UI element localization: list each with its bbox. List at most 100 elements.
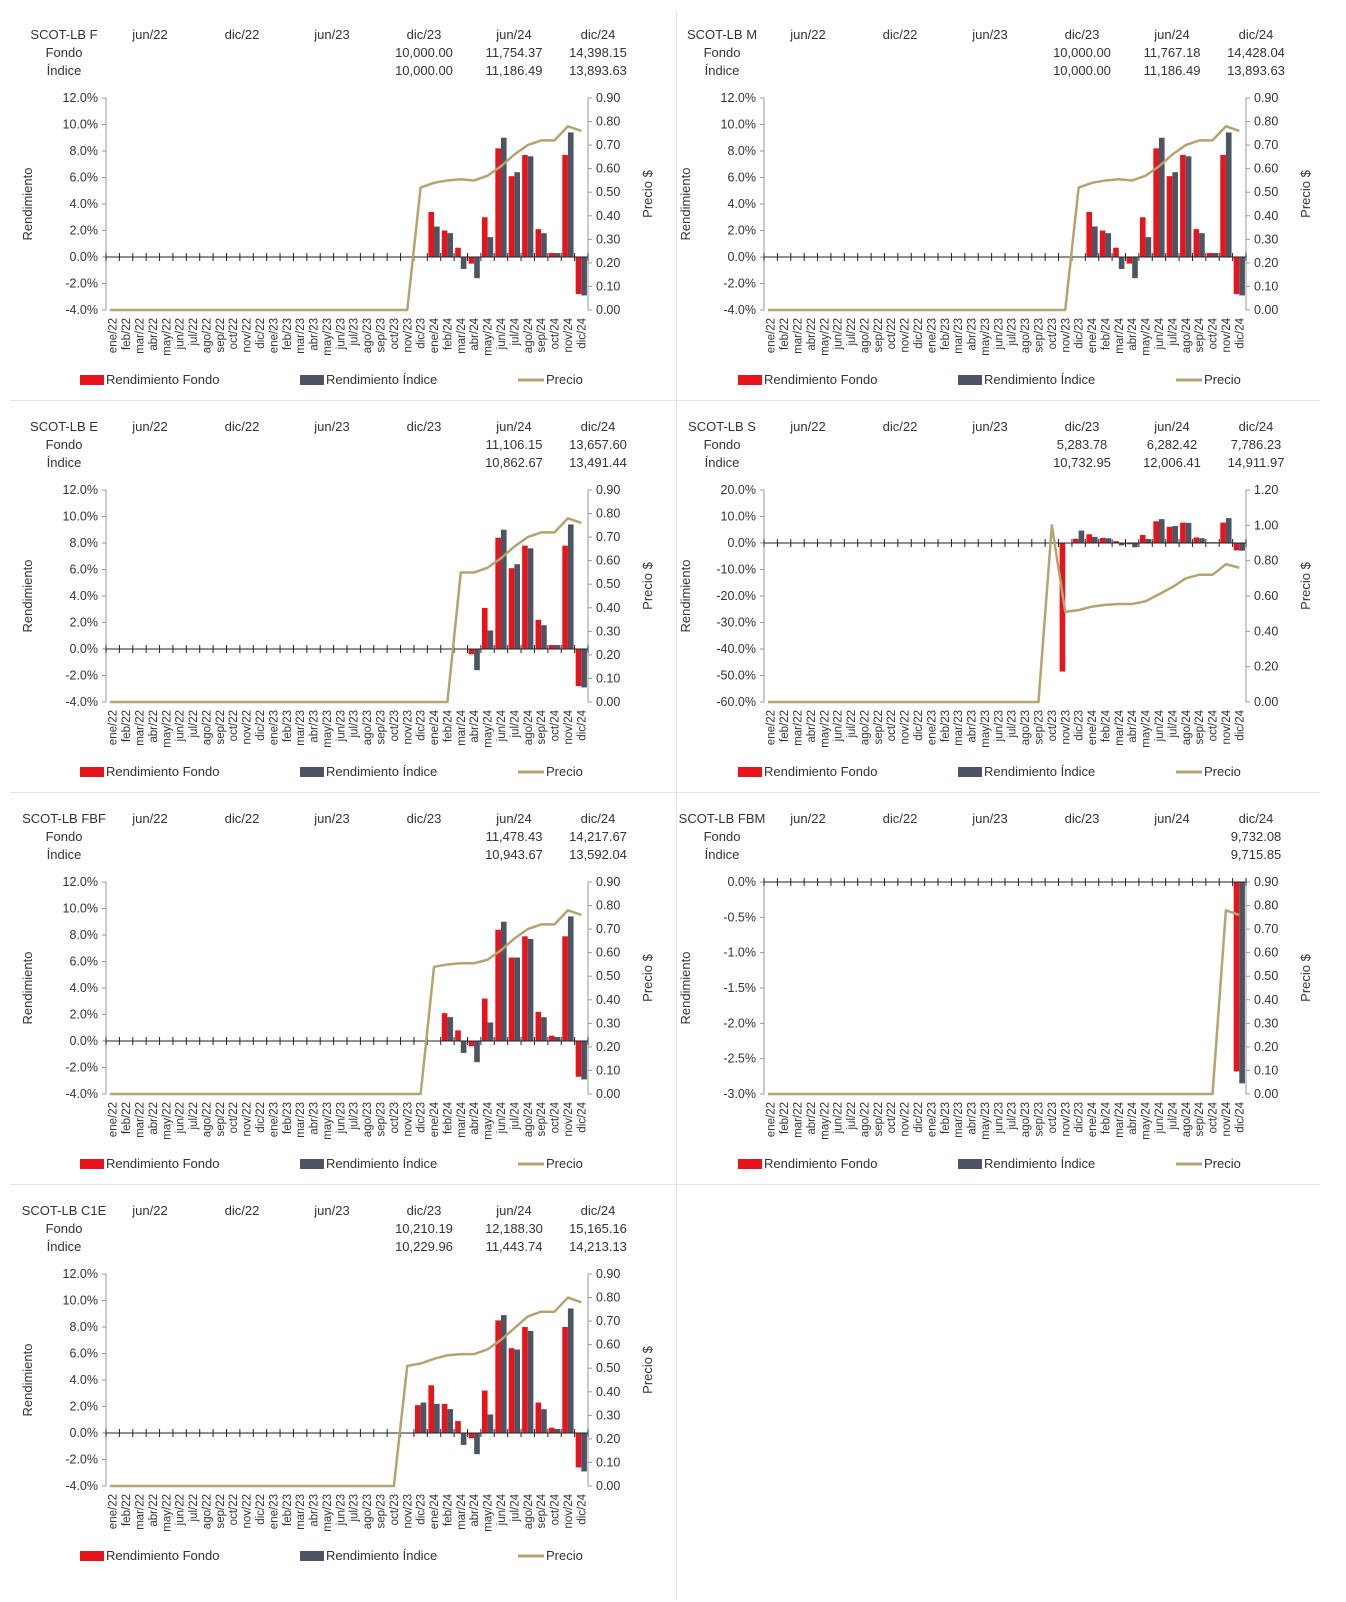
bar-fund — [481, 607, 488, 649]
x-tick-label: ago/24 — [523, 709, 535, 745]
bar-fund — [1139, 535, 1146, 543]
bar-index — [1132, 257, 1138, 279]
x-tick-label: dic/22 — [255, 1102, 267, 1133]
header-column-label: dic/23 — [407, 1203, 442, 1218]
header-value-indice: 10,000.00 — [1053, 63, 1111, 78]
x-tick-label: ene/22 — [108, 710, 120, 745]
x-tick-label: dic/24 — [576, 1493, 588, 1524]
bar-fund — [481, 217, 488, 257]
header-column-label: dic/22 — [883, 419, 918, 434]
bar-fund — [428, 1385, 435, 1433]
header-value-fondo: 15,165.16 — [569, 1221, 627, 1236]
legend-label-price: Precio — [546, 764, 583, 779]
bar-fund — [1193, 229, 1200, 257]
x-tick-label: ene/22 — [766, 1102, 778, 1137]
y2-tick-label: 0.60 — [596, 554, 620, 568]
x-tick-label: jun/22 — [175, 1494, 187, 1526]
y-tick-label: 10.0% — [63, 510, 98, 524]
bar-index — [1185, 156, 1192, 257]
x-tick-label: feb/23 — [282, 1102, 294, 1134]
y2-tick-label: 0.80 — [1254, 554, 1278, 568]
x-tick-label: dic/24 — [576, 317, 588, 348]
y-tick-label: 4.0% — [70, 197, 99, 211]
bar-fund — [1233, 257, 1240, 295]
y-tick-label: 12.0% — [63, 483, 98, 497]
bar-index — [554, 645, 561, 649]
x-tick-label: jul/22 — [846, 1102, 858, 1131]
x-tick-label: mar/22 — [134, 1494, 146, 1530]
bar-index — [434, 1403, 440, 1433]
x-tick-label: may/22 — [819, 710, 831, 748]
x-tick-label: abr/22 — [148, 1494, 160, 1527]
legend-label-fund: Rendimiento Fondo — [106, 372, 219, 387]
bar-fund — [495, 537, 501, 649]
header-column-label: dic/24 — [581, 27, 616, 42]
x-tick-label: jun/23 — [335, 710, 347, 742]
header-column-label: jun/24 — [1153, 419, 1189, 434]
x-tick-label: oct/24 — [550, 1101, 562, 1133]
header-row-label-indice: Índice — [705, 847, 740, 862]
bar-fund — [1166, 526, 1173, 543]
header-column-label: jun/22 — [131, 811, 167, 826]
x-tick-label: jun/22 — [833, 710, 845, 742]
x-tick-label: jun/23 — [993, 1102, 1005, 1134]
bar-fund — [562, 154, 568, 257]
legend-swatch-fund — [80, 1159, 104, 1169]
x-tick-label: may/24 — [483, 709, 495, 747]
x-tick-label: oct/23 — [389, 710, 401, 741]
y2-axis-label: Precio $ — [640, 169, 655, 217]
x-tick-label: may/23 — [980, 1102, 992, 1140]
header-row-label-indice: Índice — [47, 455, 82, 470]
y-tick-label: -2.0% — [723, 277, 756, 291]
header-column-label: jun/23 — [971, 27, 1007, 42]
bar-fund — [1233, 543, 1240, 551]
header-column-label: dic/24 — [1239, 419, 1274, 434]
y-tick-label: 6.0% — [70, 171, 99, 185]
x-tick-label: jun/23 — [993, 710, 1005, 742]
header-column-label: dic/24 — [581, 811, 616, 826]
x-tick-label: may/22 — [161, 1102, 173, 1140]
y2-tick-label: 0.90 — [596, 483, 620, 497]
bar-fund — [1099, 537, 1106, 543]
x-tick-label: abr/24 — [469, 1493, 481, 1526]
bar-index — [527, 938, 534, 1041]
y2-tick-label: 0.10 — [1254, 1063, 1278, 1077]
x-tick-label: jul/23 — [1007, 1102, 1019, 1131]
header-value-indice: 12,006.41 — [1143, 455, 1201, 470]
header-column-label: jun/22 — [131, 27, 167, 42]
y-tick-label: 8.0% — [728, 144, 757, 158]
legend-label-fund: Rendimiento Fondo — [106, 1156, 219, 1171]
x-tick-label: abr/23 — [967, 318, 979, 351]
x-tick-label: ago/23 — [1020, 1102, 1032, 1137]
bar-fund — [441, 230, 448, 257]
x-tick-label: jun/23 — [335, 1494, 347, 1526]
bar-fund — [1166, 176, 1173, 257]
legend-swatch-fund — [738, 375, 762, 385]
bar-index — [460, 257, 467, 269]
x-tick-label: dic/22 — [913, 1102, 925, 1133]
y-tick-label: -20.0% — [716, 589, 756, 603]
x-tick-label: sep/24 — [536, 1493, 548, 1528]
bar-index — [567, 916, 574, 1041]
bar-index — [1239, 257, 1245, 296]
y2-tick-label: 0.50 — [1254, 185, 1278, 199]
header-value-fondo: 14,217.67 — [569, 829, 627, 844]
bar-fund — [548, 1035, 555, 1041]
x-tick-label: ago/23 — [362, 1494, 374, 1529]
x-tick-label: jun/24 — [496, 1101, 508, 1134]
header-value-indice: 11,443.74 — [486, 1239, 543, 1254]
bar-fund — [428, 211, 435, 257]
row-divider — [10, 1184, 1320, 1185]
x-tick-label: jul/23 — [349, 1102, 361, 1131]
x-tick-label: dic/23 — [1074, 710, 1086, 741]
bar-index — [554, 1429, 561, 1433]
x-tick-label: mar/22 — [134, 318, 146, 354]
bar-fund — [1220, 522, 1226, 543]
header-value-indice: 13,893.63 — [569, 63, 627, 78]
x-tick-label: sep/23 — [1033, 710, 1045, 745]
chart-svg: SCOT-LB C1E Fondo Índice jun/22 dic/22 jun/23… — [20, 1203, 655, 1563]
bar-index — [527, 156, 534, 257]
y2-tick-label: 0.20 — [1254, 660, 1278, 674]
x-tick-label: oct/22 — [228, 1494, 240, 1525]
x-tick-label: sep/22 — [873, 710, 885, 745]
